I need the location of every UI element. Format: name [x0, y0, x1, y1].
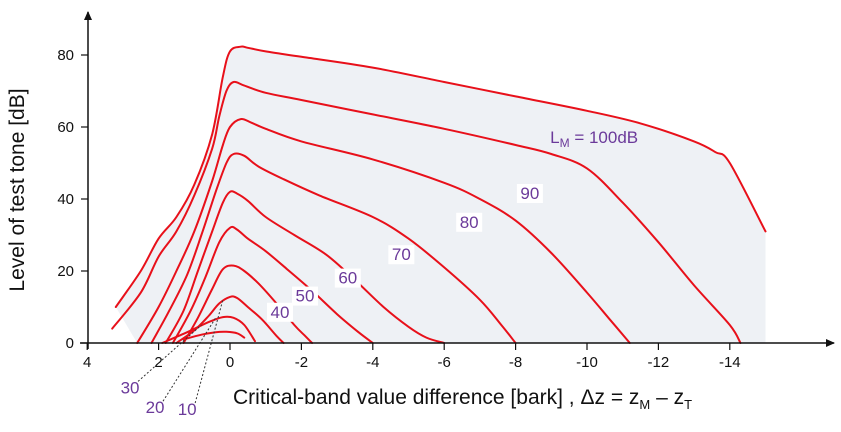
- curve-100dB: [114, 45, 767, 308]
- curve-label-90: 90: [516, 184, 543, 203]
- x-tick-label: 2: [154, 354, 162, 371]
- curve-label-bg: [291, 286, 318, 306]
- curve-label-text: 30: [121, 378, 140, 397]
- curve-label-bg: [388, 245, 415, 265]
- curve-30: [175, 295, 285, 344]
- x-tick-label: -8: [509, 354, 522, 371]
- x-axis-title-mid: – z: [650, 386, 684, 409]
- x-axis-title-sub-m: M: [639, 397, 650, 412]
- curve-40: [182, 264, 314, 344]
- leader-lines-layer: [137, 299, 224, 404]
- x-tick-label: -2: [295, 354, 308, 371]
- curve-10: [182, 330, 246, 341]
- y-tick-label: 60: [57, 119, 74, 136]
- y-tick-label: 0: [66, 335, 74, 352]
- curve-label-40: 40: [266, 302, 293, 322]
- curve-label-70: 70: [388, 245, 415, 265]
- curve-label-80: 80: [456, 212, 483, 232]
- x-tick-label: -12: [648, 354, 670, 371]
- curve-label-50: 50: [291, 286, 318, 306]
- x-axis-title-sub-t: T: [684, 397, 692, 412]
- curve-label-text: 20: [146, 398, 165, 417]
- curve-label-text: 60: [338, 269, 357, 288]
- curve-label-text: LM = 100dB: [550, 128, 638, 150]
- x-axis-title-main: Critical-band value difference [bark] , …: [233, 386, 639, 409]
- curves-layer: [111, 45, 767, 344]
- curve-20: [161, 315, 256, 344]
- curve-label-bg: [456, 212, 483, 232]
- curve-label-20: 20: [146, 398, 165, 417]
- curve-label-text: 90: [520, 184, 539, 203]
- curve-label-bg: [516, 184, 543, 203]
- x-tick-label: -6: [438, 354, 451, 371]
- fill-area-layer: [115, 46, 766, 343]
- curve-label-bg: [334, 268, 361, 288]
- leader-line-10: [194, 299, 224, 404]
- curve-label-text: 40: [271, 303, 290, 322]
- curve-80: [136, 117, 631, 344]
- curve-label-60: 60: [334, 268, 361, 288]
- y-tick-label: 80: [57, 47, 74, 64]
- curve-label-text: 50: [296, 287, 315, 306]
- curve-label-100dB: LM = 100dB: [550, 128, 638, 150]
- x-tick-label: -4: [366, 354, 379, 371]
- x-tick-label: 4: [83, 354, 91, 371]
- curve-label-10: 10: [178, 400, 197, 419]
- curve-label-text: 10: [178, 400, 197, 419]
- x-axis-title: Critical-band value difference [bark] , …: [233, 386, 692, 412]
- x-tick-label: -10: [576, 354, 598, 371]
- y-tick-label: 20: [57, 263, 74, 280]
- curve-60: [164, 190, 446, 344]
- curve-90: [111, 80, 742, 344]
- curve-label-text: 80: [460, 213, 479, 232]
- curve-label-bg: [266, 302, 293, 322]
- leader-line-20: [162, 317, 217, 402]
- masked-area-fill: [115, 46, 766, 343]
- y-axis-title: Level of test tone [dB]: [6, 88, 29, 291]
- y-tick-label: 40: [57, 191, 74, 208]
- x-tick-label: 0: [226, 354, 234, 371]
- curve-label-30: 30: [121, 378, 140, 397]
- curve-70: [150, 152, 517, 344]
- curve-label-text: 70: [392, 245, 411, 264]
- x-tick-label: -14: [719, 354, 741, 371]
- curve-50: [171, 225, 374, 344]
